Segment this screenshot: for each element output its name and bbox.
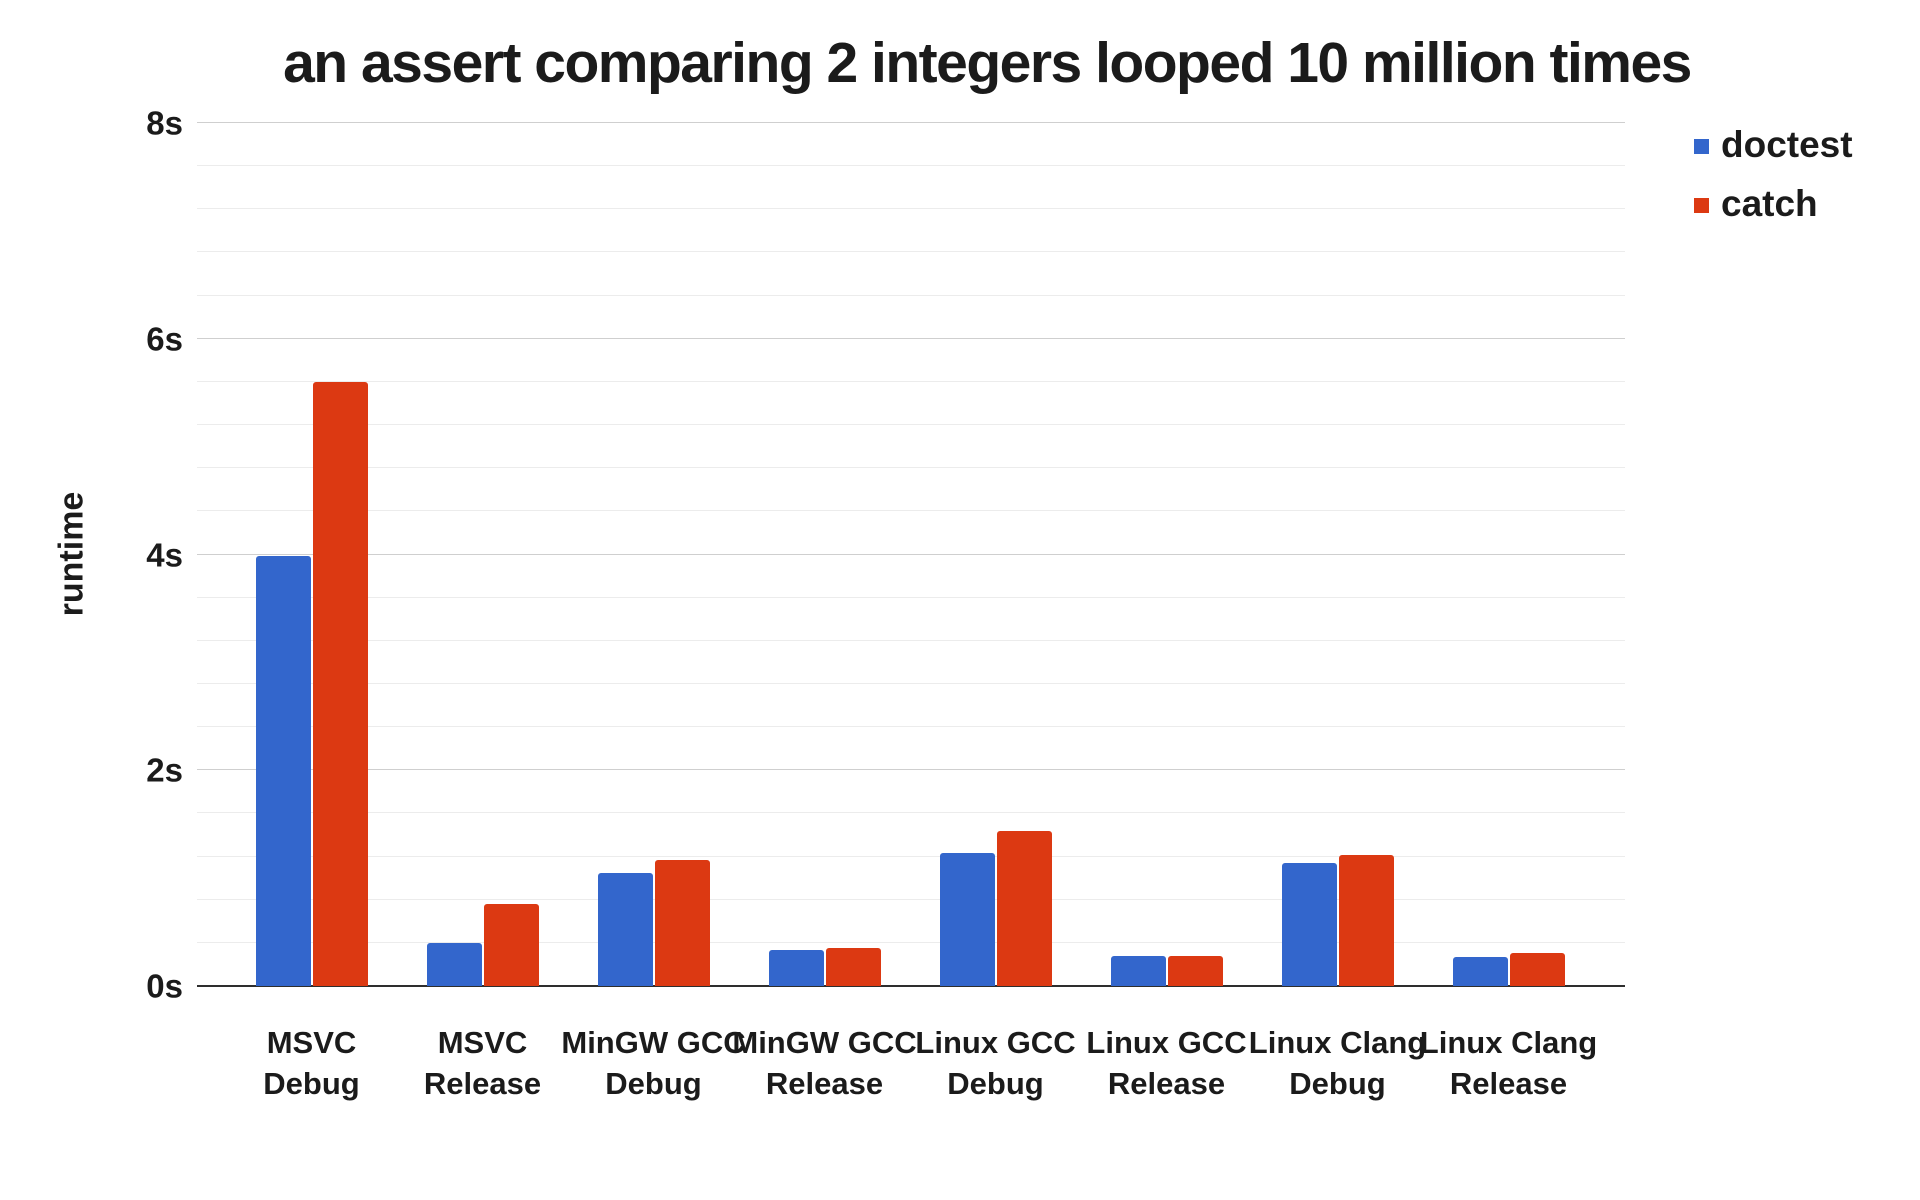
x-axis-label-line: MSVC <box>437 1025 528 1060</box>
x-axis-label-line: Debug <box>947 1066 1044 1101</box>
y-tick-label: 0s <box>146 967 183 1005</box>
x-axis-label-line: Debug <box>1289 1066 1386 1101</box>
y-tick-label: 8s <box>146 104 183 142</box>
bar-catch-msvc-release <box>483 904 539 986</box>
bar-catch-msvc-debug <box>312 381 368 986</box>
minor-gridline <box>197 682 1625 684</box>
legend: doctest catch <box>1694 124 1853 225</box>
major-gridline <box>197 553 1625 555</box>
x-axis-label-mingw-gcc-release: MinGW GCC Release <box>732 1022 916 1104</box>
bar-catch-linux-clang-debug <box>1338 855 1394 986</box>
legend-label-catch: catch <box>1721 183 1818 224</box>
x-axis-label-mingw-gcc-debug: MinGW GCC Debug <box>561 1022 745 1104</box>
y-tick-label: 2s <box>146 751 183 789</box>
bar-doctest-linux-gcc-release <box>1110 955 1166 986</box>
minor-gridline <box>197 855 1625 857</box>
x-axis-label-linux-gcc-debug: Linux GCC Debug <box>915 1022 1075 1104</box>
bar-doctest-msvc-release <box>426 942 482 986</box>
minor-gridline <box>197 812 1625 814</box>
bar-doctest-mingw-gcc-debug <box>597 872 653 986</box>
x-axis-label-line: Linux Clang <box>1248 1025 1427 1060</box>
bar-catch-mingw-gcc-release <box>825 948 881 986</box>
legend-item-doctest: doctest <box>1694 124 1853 166</box>
x-axis-label-line: MSVC <box>266 1025 357 1060</box>
minor-gridline <box>197 424 1625 426</box>
x-axis-label-msvc-debug: MSVC Debug <box>263 1022 359 1104</box>
bar-doctest-linux-gcc-debug <box>939 853 995 986</box>
x-axis-label-linux-gcc-release: Linux GCC Release <box>1086 1022 1246 1104</box>
y-tick-label: 4s <box>146 536 183 573</box>
x-axis-label-line: Linux GCC <box>1086 1025 1247 1060</box>
y-tick-label: 6s <box>146 320 183 358</box>
minor-gridline <box>197 726 1625 728</box>
minor-gridline <box>197 208 1625 210</box>
major-gridline <box>197 122 1625 123</box>
minor-gridline <box>197 898 1625 900</box>
x-axis-label-msvc-release: MSVC Release <box>424 1022 541 1104</box>
bar-catch-linux-clang-release <box>1509 952 1565 986</box>
minor-gridline <box>197 294 1625 296</box>
bar-doctest-msvc-debug <box>255 555 311 986</box>
minor-gridline <box>197 165 1625 167</box>
catch-swatch-icon <box>1694 198 1709 213</box>
x-axis-label-line: MinGW GCC <box>732 1025 917 1060</box>
bar-catch-linux-gcc-release <box>1167 955 1223 986</box>
legend-label-doctest: doctest <box>1721 124 1853 165</box>
x-axis-baseline <box>197 985 1625 987</box>
plot-area: 0s 2s 4s 6s 8s MSVC Debug MSVC Release MinGW GCC D… <box>146 107 1625 1101</box>
minor-gridline <box>197 251 1625 253</box>
x-axis-label-line: Linux Clang <box>1419 1025 1598 1060</box>
minor-gridline <box>197 941 1625 943</box>
x-axis-label-line: Linux GCC <box>915 1025 1076 1060</box>
chart-title: an assert comparing 2 integers looped 10… <box>283 31 1692 95</box>
bar-doctest-linux-clang-debug <box>1281 863 1337 986</box>
x-axis-label-line: MinGW GCC <box>561 1025 746 1060</box>
x-axis-label-linux-clang-debug: Linux Clang Debug <box>1249 1022 1426 1104</box>
major-gridline <box>197 769 1625 771</box>
x-axis-label-linux-clang-release: Linux Clang Release <box>1420 1022 1597 1104</box>
minor-gridline <box>197 467 1625 469</box>
minor-gridline <box>197 596 1625 598</box>
doctest-swatch-icon <box>1694 139 1709 154</box>
minor-gridline <box>197 639 1625 641</box>
legend-item-catch: catch <box>1694 183 1853 225</box>
x-axis-label-line: Release <box>765 1066 884 1101</box>
x-axis-label-line: Debug <box>605 1066 702 1101</box>
minor-gridline <box>197 380 1625 382</box>
x-axis-label-line: Release <box>423 1066 542 1101</box>
y-axis-title: runtime <box>52 491 91 617</box>
bar-doctest-linux-clang-release <box>1452 956 1508 986</box>
major-gridline <box>197 337 1625 339</box>
bar-catch-linux-gcc-debug <box>996 830 1052 986</box>
x-axis-label-line: Debug <box>263 1066 360 1101</box>
x-axis-label-line: Release <box>1107 1066 1226 1101</box>
x-axis-label-line: Release <box>1449 1066 1568 1101</box>
bar-doctest-mingw-gcc-release <box>768 950 824 986</box>
minor-gridline <box>197 510 1625 512</box>
bar-catch-mingw-gcc-debug <box>654 859 710 986</box>
